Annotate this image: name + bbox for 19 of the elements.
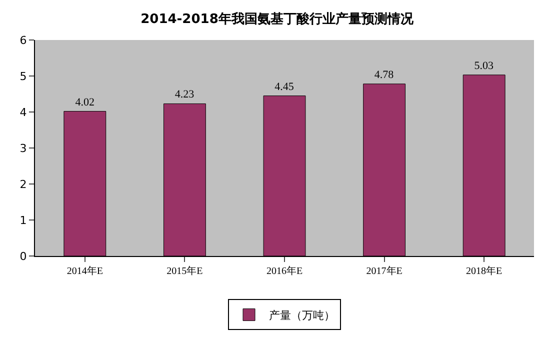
- data-label: 4.78: [374, 68, 394, 81]
- data-label: 4.45: [274, 80, 294, 93]
- y-tick-label: 3: [20, 142, 27, 155]
- y-tick-label: 4: [20, 106, 27, 119]
- x-tick-label: 2015年E: [166, 265, 203, 277]
- x-tick-label: 2016年E: [266, 265, 303, 277]
- data-label: 4.02: [75, 96, 95, 108]
- y-tick-label: 2: [20, 178, 27, 191]
- chart-title: 2014-2018年我国氨基丁酸行业产量预测情况: [140, 10, 414, 27]
- y-tick-label: 1: [20, 214, 27, 227]
- data-label: 4.23: [174, 88, 195, 101]
- x-tick-label: 2014年E: [66, 265, 103, 277]
- y-tick-label: 0: [20, 250, 27, 263]
- y-tick-label: 5: [20, 70, 27, 83]
- x-tick-label: 2018年E: [466, 265, 502, 277]
- data-label: 5.03: [474, 60, 494, 72]
- y-tick-label: 6: [20, 34, 27, 47]
- legend-label: 产量（万吨）: [269, 308, 335, 322]
- x-tick-label: 2017年E: [366, 265, 402, 277]
